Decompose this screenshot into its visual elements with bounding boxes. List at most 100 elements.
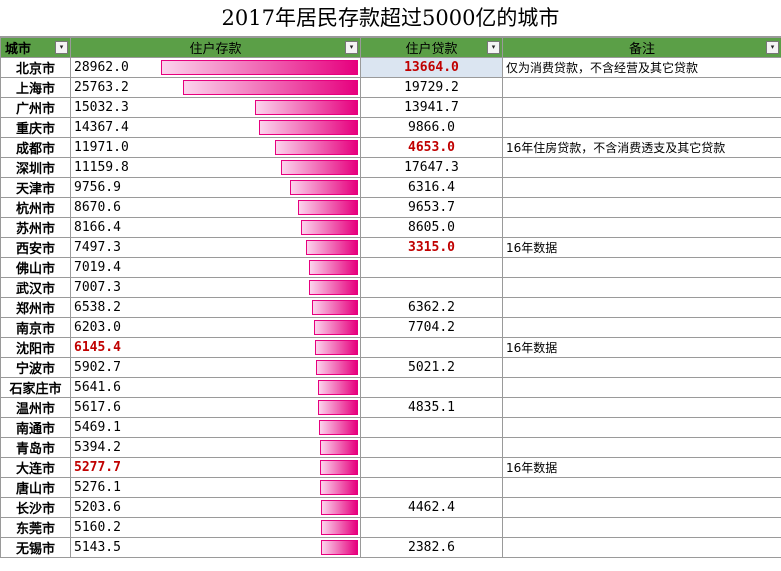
- deposit-cell[interactable]: 5143.5: [70, 537, 361, 558]
- note-cell[interactable]: [502, 257, 781, 278]
- filter-dropdown-icon[interactable]: ▾: [766, 41, 779, 54]
- city-cell[interactable]: 苏州市: [0, 217, 71, 238]
- note-cell[interactable]: [502, 517, 781, 538]
- note-cell[interactable]: 16年数据: [502, 337, 781, 358]
- city-cell[interactable]: 北京市: [0, 57, 71, 78]
- deposit-cell[interactable]: 6145.4: [70, 337, 361, 358]
- loan-cell[interactable]: [360, 277, 503, 298]
- loan-cell[interactable]: 9653.7: [360, 197, 503, 218]
- note-cell[interactable]: [502, 477, 781, 498]
- city-cell[interactable]: 宁波市: [0, 357, 71, 378]
- city-cell[interactable]: 南通市: [0, 417, 71, 438]
- note-cell[interactable]: 16年数据: [502, 237, 781, 258]
- city-cell[interactable]: 石家庄市: [0, 377, 71, 398]
- note-cell[interactable]: [502, 157, 781, 178]
- deposit-cell[interactable]: 7007.3: [70, 277, 361, 298]
- city-cell[interactable]: 杭州市: [0, 197, 71, 218]
- city-cell[interactable]: 大连市: [0, 457, 71, 478]
- note-cell[interactable]: 16年住房贷款，不含消费透支及其它贷款: [502, 137, 781, 158]
- deposit-cell[interactable]: 8670.6: [70, 197, 361, 218]
- loan-cell[interactable]: 8605.0: [360, 217, 503, 238]
- note-cell[interactable]: [502, 297, 781, 318]
- loan-cell[interactable]: 9866.0: [360, 117, 503, 138]
- city-cell[interactable]: 东莞市: [0, 517, 71, 538]
- deposit-cell[interactable]: 5469.1: [70, 417, 361, 438]
- deposit-cell[interactable]: 5902.7: [70, 357, 361, 378]
- city-cell[interactable]: 武汉市: [0, 277, 71, 298]
- city-cell[interactable]: 南京市: [0, 317, 71, 338]
- city-cell[interactable]: 青岛市: [0, 437, 71, 458]
- note-cell[interactable]: [502, 417, 781, 438]
- note-cell[interactable]: [502, 397, 781, 418]
- city-cell[interactable]: 无锡市: [0, 537, 71, 558]
- city-cell[interactable]: 广州市: [0, 97, 71, 118]
- filter-dropdown-icon[interactable]: ▾: [55, 41, 68, 54]
- note-cell[interactable]: [502, 117, 781, 138]
- deposit-cell[interactable]: 5276.1: [70, 477, 361, 498]
- deposit-cell[interactable]: 5641.6: [70, 377, 361, 398]
- deposit-cell[interactable]: 5277.7: [70, 457, 361, 478]
- deposit-cell[interactable]: 11159.8: [70, 157, 361, 178]
- deposit-cell[interactable]: 9756.9: [70, 177, 361, 198]
- note-cell[interactable]: [502, 437, 781, 458]
- loan-cell[interactable]: [360, 417, 503, 438]
- city-cell[interactable]: 成都市: [0, 137, 71, 158]
- deposit-cell[interactable]: 28962.0: [70, 57, 361, 78]
- loan-cell[interactable]: [360, 457, 503, 478]
- loan-cell[interactable]: 13941.7: [360, 97, 503, 118]
- loan-cell[interactable]: 17647.3: [360, 157, 503, 178]
- note-cell[interactable]: [502, 277, 781, 298]
- deposit-cell[interactable]: 14367.4: [70, 117, 361, 138]
- loan-cell[interactable]: 4653.0: [360, 137, 503, 158]
- deposit-cell[interactable]: 11971.0: [70, 137, 361, 158]
- note-cell[interactable]: [502, 97, 781, 118]
- loan-cell[interactable]: [360, 377, 503, 398]
- loan-cell[interactable]: [360, 477, 503, 498]
- loan-cell[interactable]: 6362.2: [360, 297, 503, 318]
- city-cell[interactable]: 深圳市: [0, 157, 71, 178]
- city-cell[interactable]: 温州市: [0, 397, 71, 418]
- deposit-cell[interactable]: 15032.3: [70, 97, 361, 118]
- city-cell[interactable]: 唐山市: [0, 477, 71, 498]
- city-cell[interactable]: 重庆市: [0, 117, 71, 138]
- note-cell[interactable]: [502, 177, 781, 198]
- city-cell[interactable]: 长沙市: [0, 497, 71, 518]
- deposit-cell[interactable]: 7497.3: [70, 237, 361, 258]
- note-cell[interactable]: [502, 377, 781, 398]
- loan-cell[interactable]: 4462.4: [360, 497, 503, 518]
- loan-cell[interactable]: 7704.2: [360, 317, 503, 338]
- deposit-cell[interactable]: 25763.2: [70, 77, 361, 98]
- note-cell[interactable]: [502, 537, 781, 558]
- deposit-cell[interactable]: 5160.2: [70, 517, 361, 538]
- city-cell[interactable]: 西安市: [0, 237, 71, 258]
- deposit-cell[interactable]: 6538.2: [70, 297, 361, 318]
- loan-cell[interactable]: 3315.0: [360, 237, 503, 258]
- deposit-cell[interactable]: 5203.6: [70, 497, 361, 518]
- note-cell[interactable]: [502, 497, 781, 518]
- city-cell[interactable]: 沈阳市: [0, 337, 71, 358]
- note-cell[interactable]: [502, 77, 781, 98]
- loan-cell[interactable]: [360, 257, 503, 278]
- city-cell[interactable]: 佛山市: [0, 257, 71, 278]
- loan-cell[interactable]: [360, 337, 503, 358]
- loan-cell[interactable]: 13664.0: [360, 57, 503, 78]
- city-cell[interactable]: 郑州市: [0, 297, 71, 318]
- loan-cell[interactable]: 5021.2: [360, 357, 503, 378]
- deposit-cell[interactable]: 8166.4: [70, 217, 361, 238]
- loan-cell[interactable]: 2382.6: [360, 537, 503, 558]
- note-cell[interactable]: 仅为消费贷款，不含经营及其它贷款: [502, 57, 781, 78]
- filter-dropdown-icon[interactable]: ▾: [345, 41, 358, 54]
- deposit-cell[interactable]: 7019.4: [70, 257, 361, 278]
- city-cell[interactable]: 上海市: [0, 77, 71, 98]
- loan-cell[interactable]: 19729.2: [360, 77, 503, 98]
- note-cell[interactable]: [502, 317, 781, 338]
- deposit-cell[interactable]: 6203.0: [70, 317, 361, 338]
- loan-cell[interactable]: 4835.1: [360, 397, 503, 418]
- deposit-cell[interactable]: 5617.6: [70, 397, 361, 418]
- filter-dropdown-icon[interactable]: ▾: [487, 41, 500, 54]
- note-cell[interactable]: [502, 217, 781, 238]
- note-cell[interactable]: 16年数据: [502, 457, 781, 478]
- note-cell[interactable]: [502, 197, 781, 218]
- loan-cell[interactable]: 6316.4: [360, 177, 503, 198]
- loan-cell[interactable]: [360, 517, 503, 538]
